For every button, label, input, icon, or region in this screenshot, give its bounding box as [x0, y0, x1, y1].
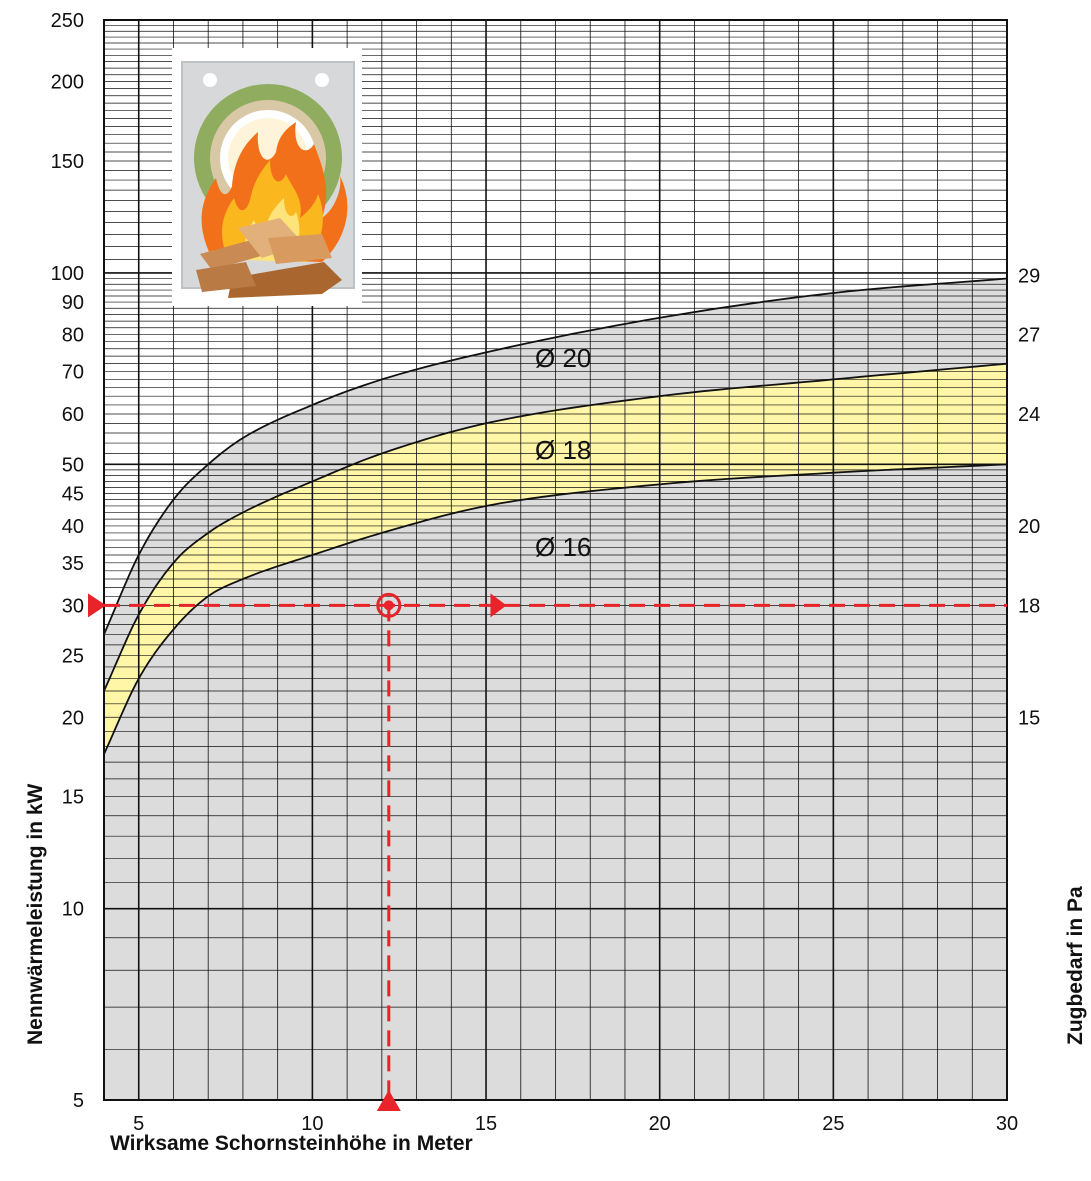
- series-label-d18: Ø 18: [535, 435, 591, 465]
- y2-tick-label: 24: [1018, 404, 1040, 426]
- y-axis-title: Nennwärmeleistung in kW: [24, 783, 47, 1045]
- y-tick-label: 20: [62, 707, 84, 729]
- curve-d20: [103, 277, 1008, 635]
- y-tick-label: 100: [51, 263, 84, 285]
- y-tick-label: 90: [62, 292, 84, 314]
- arrow-start-left: [88, 593, 106, 618]
- reading-example: [88, 592, 1007, 1111]
- y-tick-label: 50: [62, 454, 84, 476]
- y-tick-label: 250: [51, 10, 84, 32]
- x-axis-ticks: 5 10 15 20 25 30: [133, 1113, 1018, 1135]
- y-tick-label: 150: [51, 151, 84, 173]
- y-tick-label: 40: [62, 516, 84, 538]
- y-tick-label: 30: [62, 595, 84, 617]
- reading-point-ring: [376, 592, 402, 618]
- curve-d18: [103, 362, 1008, 692]
- y-tick-label: 70: [62, 361, 84, 383]
- y2-tick-label: 29: [1018, 266, 1040, 288]
- series-label-d20: Ø 20: [535, 343, 591, 373]
- arrow-right: [490, 593, 507, 618]
- fireplace-flame-icon: [172, 48, 362, 306]
- y-tick-label: 80: [62, 325, 84, 347]
- y-tick-label: 60: [62, 404, 84, 426]
- y2-axis-ticks: 29 27 24 20 18 15: [1018, 266, 1040, 730]
- x-tick-label: 10: [301, 1113, 323, 1135]
- y2-tick-label: 20: [1018, 516, 1040, 538]
- series-label-d16: Ø 16: [535, 532, 591, 562]
- x-tick-label: 5: [133, 1113, 144, 1135]
- y2-tick-label: 18: [1018, 595, 1040, 617]
- y-tick-label: 10: [62, 899, 84, 921]
- x-tick-label: 25: [822, 1113, 844, 1135]
- y2-axis-title: Zugbedarf in Pa: [1064, 886, 1087, 1045]
- y2-tick-label: 27: [1018, 325, 1040, 347]
- y-axis-ticks: 5 10 15 20 25 30 35 40 45 50 60 70 80 90 100 150 200 250: [51, 10, 84, 1112]
- y-tick-label: 15: [62, 787, 84, 809]
- x-axis-title: Wirksame Schornsteinhöhe in Meter: [110, 1132, 473, 1155]
- plot-frame: [103, 19, 1008, 1101]
- curve-d16: [103, 463, 1008, 755]
- y-tick-label: 35: [62, 553, 84, 575]
- series-curves: Ø 20 Ø 18 Ø 16: [103, 277, 1008, 755]
- x-tick-label: 20: [649, 1113, 671, 1135]
- x-tick-label: 30: [996, 1113, 1018, 1135]
- arrow-bottom: [376, 1090, 401, 1111]
- y-tick-label: 200: [51, 72, 84, 94]
- reading-point-dot: [383, 600, 394, 611]
- y-tick-label: 45: [62, 483, 84, 505]
- y-tick-label: 25: [62, 646, 84, 668]
- yellow-band: [104, 363, 1007, 755]
- y-tick-label: 5: [73, 1090, 84, 1112]
- y2-tick-label: 15: [1018, 707, 1040, 729]
- x-tick-label: 15: [475, 1113, 497, 1135]
